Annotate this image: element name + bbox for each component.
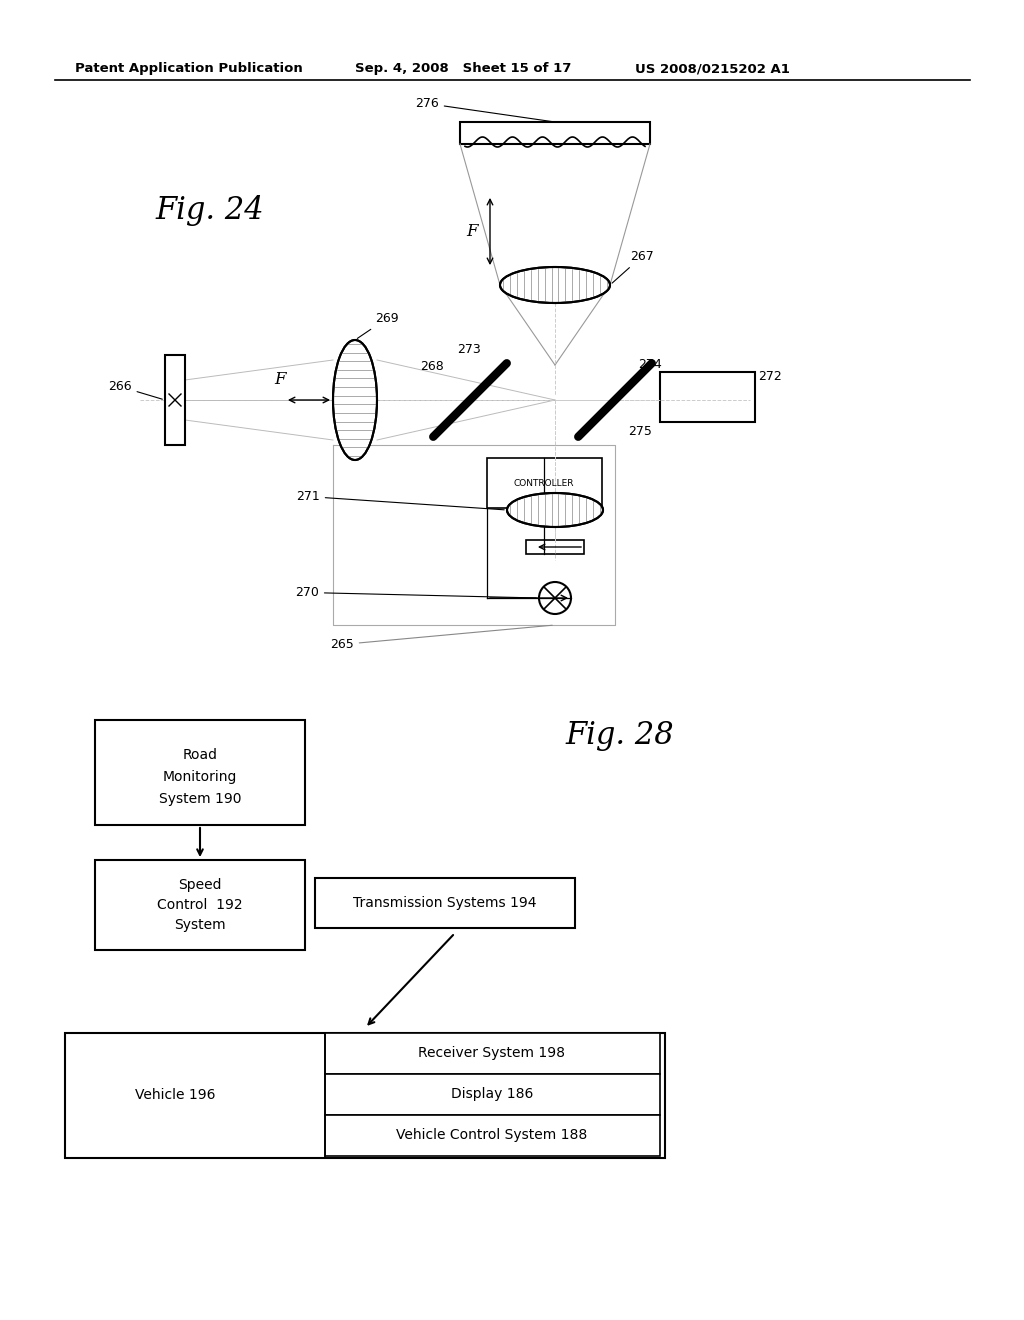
Ellipse shape bbox=[333, 341, 377, 459]
Text: 267: 267 bbox=[612, 249, 653, 284]
Text: Patent Application Publication: Patent Application Publication bbox=[75, 62, 303, 75]
Bar bbox=[325, 1115, 660, 1156]
Ellipse shape bbox=[500, 267, 610, 304]
Text: Vehicle Control System 188: Vehicle Control System 188 bbox=[396, 1129, 588, 1142]
Text: 266: 266 bbox=[108, 380, 163, 399]
Text: Speed: Speed bbox=[178, 878, 222, 892]
Bar bbox=[325, 1034, 660, 1074]
Text: 270: 270 bbox=[295, 586, 537, 599]
Text: 271: 271 bbox=[296, 490, 504, 510]
Text: Monitoring: Monitoring bbox=[163, 770, 238, 784]
Text: US 2008/0215202 A1: US 2008/0215202 A1 bbox=[635, 62, 790, 75]
Text: 272: 272 bbox=[755, 370, 781, 383]
Bar bbox=[660, 372, 755, 422]
Text: 274: 274 bbox=[638, 358, 662, 371]
Text: CONTROLLER: CONTROLLER bbox=[514, 479, 574, 487]
Bar bbox=[165, 355, 185, 445]
Text: 265: 265 bbox=[330, 626, 552, 651]
Text: Sep. 4, 2008   Sheet 15 of 17: Sep. 4, 2008 Sheet 15 of 17 bbox=[355, 62, 571, 75]
Text: 275: 275 bbox=[628, 425, 652, 438]
Text: Control  192: Control 192 bbox=[158, 898, 243, 912]
Text: F: F bbox=[274, 371, 286, 388]
Text: 273: 273 bbox=[457, 343, 480, 356]
Text: System 190: System 190 bbox=[159, 792, 242, 807]
Bar bbox=[65, 1034, 665, 1158]
Bar bbox=[460, 121, 650, 144]
Text: 269: 269 bbox=[357, 312, 398, 338]
Text: Display 186: Display 186 bbox=[451, 1086, 534, 1101]
Text: Vehicle 196: Vehicle 196 bbox=[135, 1088, 215, 1102]
Bar bbox=[325, 1074, 660, 1115]
Text: 276: 276 bbox=[415, 96, 552, 121]
Bar bbox=[95, 861, 305, 950]
Text: Road: Road bbox=[182, 748, 217, 762]
Text: Fig. 24: Fig. 24 bbox=[155, 195, 263, 226]
Text: Transmission Systems 194: Transmission Systems 194 bbox=[353, 896, 537, 909]
Bar bbox=[526, 540, 584, 554]
Text: Fig. 28: Fig. 28 bbox=[565, 719, 674, 751]
Bar bbox=[95, 719, 305, 825]
Text: System: System bbox=[174, 917, 226, 932]
Text: Receiver System 198: Receiver System 198 bbox=[419, 1045, 565, 1060]
Bar bbox=[315, 878, 575, 928]
Text: 268: 268 bbox=[420, 360, 443, 374]
Text: F: F bbox=[467, 223, 478, 239]
Bar bbox=[487, 458, 602, 508]
Ellipse shape bbox=[507, 492, 603, 527]
